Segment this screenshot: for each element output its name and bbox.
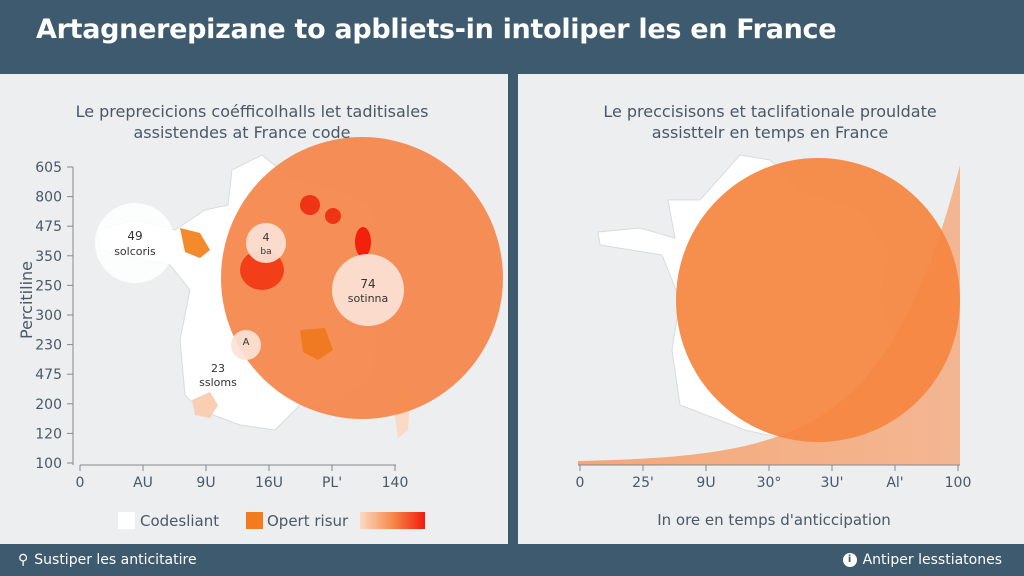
x-tick-label: 16U [255, 475, 283, 491]
label-ssloms: 23 ssloms [199, 362, 237, 389]
svg-text:49: 49 [127, 229, 142, 243]
y-tick-label: 605 [35, 160, 62, 176]
hotspot-north-2 [325, 208, 341, 224]
y-tick-label: 250 [35, 278, 62, 294]
svg-text:23: 23 [211, 362, 225, 375]
x-tick-label: 0 [76, 475, 85, 491]
region-west [180, 228, 210, 258]
y-tick-label: 800 [35, 190, 62, 206]
map-pin-icon: ⚲ [18, 552, 29, 568]
bubble-sotinna: 74 sotinna [332, 254, 404, 326]
info-icon: i [842, 553, 857, 567]
x-tick-label: 9U [696, 475, 715, 491]
left-legend: Codesliant Opert risur [118, 512, 425, 530]
footer-left: ⚲ Sustiper les anticitatire [18, 552, 197, 568]
big-circle-right [676, 158, 960, 442]
svg-text:ssloms: ssloms [199, 376, 237, 389]
y-tick-label: 350 [35, 249, 62, 265]
x-tick-label: PL' [322, 475, 342, 491]
x-tick-label: 100 [945, 475, 972, 491]
y-tick-label: 475 [35, 367, 62, 383]
left-y-label: Percitiline [17, 261, 36, 339]
svg-text:4: 4 [263, 231, 270, 244]
x-tick-label: 3U' [820, 475, 843, 491]
y-tick-label: 230 [35, 338, 62, 354]
x-tick-label: 30° [757, 475, 782, 491]
legend-label-opert-risur: Opert risur [267, 512, 349, 530]
y-tick-label: 100 [35, 456, 62, 472]
hotspot-north-1 [300, 195, 320, 215]
footer-left-label: Sustiper les anticitatire [34, 552, 197, 568]
svg-text:ba: ba [260, 247, 271, 257]
footer-right-label: Antiper lesstiatones [862, 552, 1002, 568]
y-tick-label: 475 [35, 219, 62, 235]
x-tick-label: 9U [196, 475, 215, 491]
svg-text:A: A [243, 337, 250, 348]
left-title-line-1: Le preprecicions coéfficolhalls let tadi… [76, 102, 429, 121]
legend-swatch-opert-risur [246, 512, 263, 529]
x-tick-label: 25' [632, 475, 654, 491]
page-title: Artagnerepizane to apbliets-in intoliper… [36, 14, 837, 45]
svg-text:74: 74 [360, 277, 375, 291]
footer-right: i Antiper lesstiatones [842, 552, 1002, 568]
footer: ⚲ Sustiper les anticitatire i Antiper le… [0, 544, 1024, 576]
legend-swatch-codesliant [118, 512, 135, 529]
bubble-ba: 4 ba [246, 223, 286, 263]
svg-text:sotinna: sotinna [348, 292, 389, 305]
x-tick-label: 140 [382, 475, 409, 491]
right-title-line-2: assisttelr en temps en France [652, 123, 888, 142]
y-tick-label: 120 [35, 426, 62, 442]
bubble-a: A [231, 330, 261, 360]
x-tick-label: Al' [886, 475, 903, 491]
hotspot-east [355, 227, 371, 257]
y-tick-label: 200 [35, 397, 62, 413]
x-tick-label: AU [133, 475, 153, 491]
header: Artagnerepizane to apbliets-in intoliper… [0, 0, 1024, 72]
legend-label-codesliant: Codesliant [140, 512, 219, 530]
region-southwest [192, 392, 218, 418]
region-center [300, 328, 333, 360]
bubble-solcoris: 49 solcoris [95, 203, 175, 283]
svg-text:solcoris: solcoris [114, 245, 156, 258]
right-title-line-1: Le preccisisons et taclifationale prould… [603, 102, 936, 121]
y-tick-label: 300 [35, 308, 62, 324]
right-x-label: In ore en temps d'anticcipation [657, 511, 891, 529]
legend-gradient-bar [360, 512, 425, 529]
left-title-line-2: assistendes at France code [134, 123, 351, 142]
x-tick-label: 0 [576, 475, 585, 491]
